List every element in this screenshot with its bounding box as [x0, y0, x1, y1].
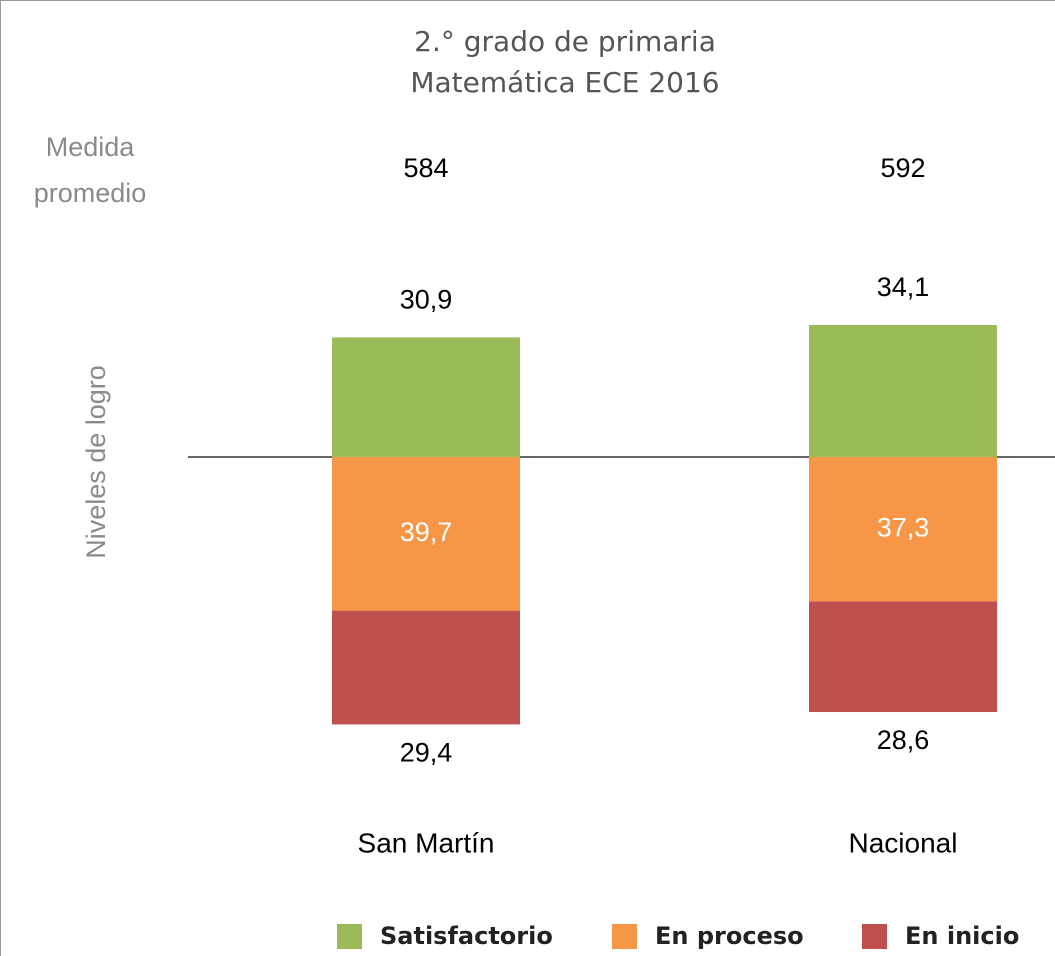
- legend-swatch: [862, 924, 887, 949]
- value-label: 30,9: [400, 285, 453, 315]
- mean-label: Medida promedio: [33, 132, 147, 208]
- bar-segment: [332, 610, 520, 725]
- category-label: Nacional: [849, 827, 958, 858]
- value-label: 34,1: [877, 272, 930, 302]
- value-label: 39,7: [400, 517, 453, 547]
- bar-segment: [809, 325, 997, 457]
- value-label: 37,3: [877, 512, 930, 542]
- legend-swatch: [337, 924, 362, 949]
- value-label: 29,4: [400, 738, 453, 768]
- chart-title: 2.° grado de primaria: [414, 25, 716, 58]
- mean-value: 584: [403, 153, 448, 183]
- category-label: San Martín: [358, 827, 495, 858]
- bar-segment: [332, 337, 520, 457]
- legend-label: En inicio: [905, 922, 1019, 950]
- y-axis-label: Niveles de logro: [81, 365, 111, 559]
- chart-title: Matemática ECE 2016: [410, 66, 719, 99]
- legend-swatch: [612, 924, 637, 949]
- legend-label: En proceso: [655, 922, 804, 950]
- value-label: 28,6: [877, 725, 930, 755]
- bar-segment: [332, 457, 520, 611]
- mean-value: 592: [880, 153, 925, 183]
- bar-segment: [809, 457, 997, 602]
- bar-segment: [809, 601, 997, 713]
- legend-label: Satisfactorio: [380, 922, 553, 950]
